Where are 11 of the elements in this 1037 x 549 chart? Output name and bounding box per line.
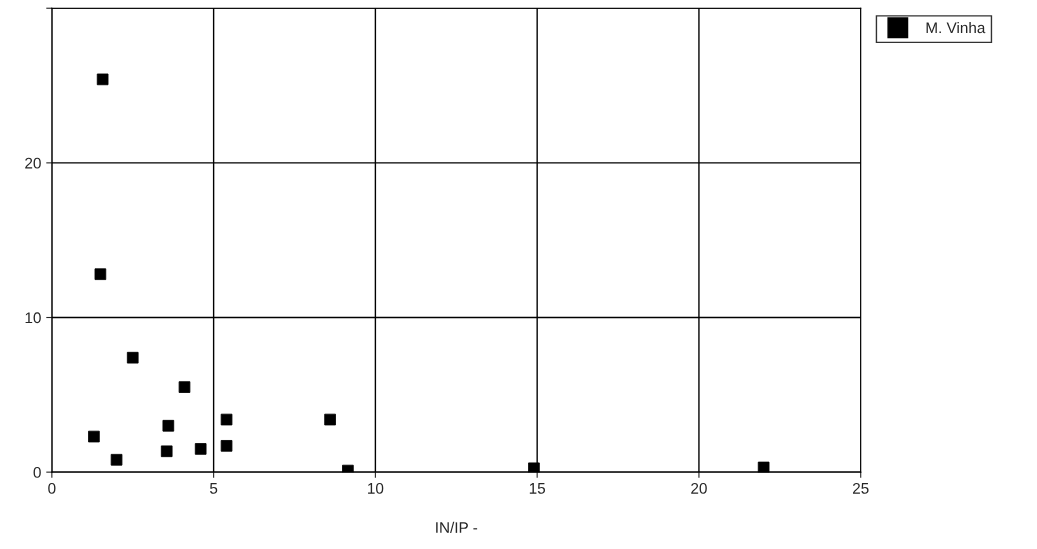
- x-axis-title: IN/IP -: [436, 521, 478, 534]
- y-tick-label: 0: [33, 467, 41, 478]
- y-tick-label: 20: [25, 157, 41, 169]
- x-tick-label: 15: [529, 483, 546, 494]
- x-tick-label: 5: [209, 483, 218, 494]
- x-tick-label: 0: [48, 482, 56, 494]
- x-tick-label: 10: [368, 482, 384, 494]
- y-tick-label: 10: [25, 312, 41, 324]
- x-tick-label: 25: [852, 482, 869, 494]
- legend-label: M. Vinha: [926, 21, 986, 34]
- x-tick-label: 20: [691, 482, 707, 494]
